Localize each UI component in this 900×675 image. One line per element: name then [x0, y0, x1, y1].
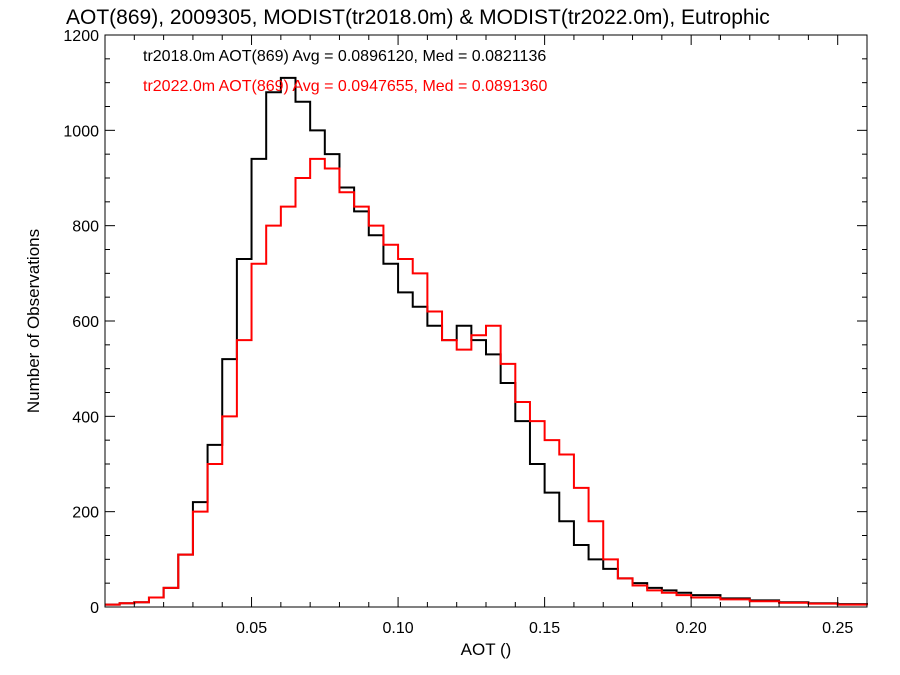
y-tick-label: 800 — [72, 219, 99, 236]
series-line-tr2018 — [105, 76, 868, 606]
x-tick-label: 0.05 — [236, 620, 267, 637]
y-tick-label: 0 — [90, 600, 99, 617]
legend-entry-tr2022: tr2022.0m AOT(869) Avg = 0.0947655, Med … — [143, 78, 548, 95]
y-tick-label: 1000 — [63, 123, 99, 140]
x-axis-label: AOT () — [461, 640, 512, 659]
tick-labels: 0.05 0.10 0.15 0.20 0.25 0 200 400 600 800 1000 120… — [63, 28, 853, 637]
y-tick-label: 200 — [72, 505, 99, 522]
legend-entry-tr2018: tr2018.0m AOT(869) Avg = 0.0896120, Med … — [143, 48, 546, 65]
x-tick-label: 0.15 — [529, 620, 560, 637]
y-tick-label: 1200 — [63, 28, 99, 45]
plot-series — [105, 76, 868, 606]
plot-area-frame — [104, 34, 868, 608]
chart-title: AOT(869), 2009305, MODIST(tr2018.0m) & M… — [66, 6, 770, 29]
axis-ticks — [105, 34, 867, 608]
legend: tr2018.0m AOT(869) Avg = 0.0896120, Med … — [143, 48, 548, 95]
x-tick-label: 0.25 — [822, 620, 853, 637]
series-line-tr2022 — [105, 157, 868, 606]
y-tick-label: 400 — [72, 409, 99, 426]
x-tick-label: 0.20 — [676, 620, 707, 637]
y-tick-label: 600 — [72, 314, 99, 331]
x-tick-label: 0.10 — [383, 620, 414, 637]
y-axis-label: Number of Observations — [24, 229, 43, 413]
